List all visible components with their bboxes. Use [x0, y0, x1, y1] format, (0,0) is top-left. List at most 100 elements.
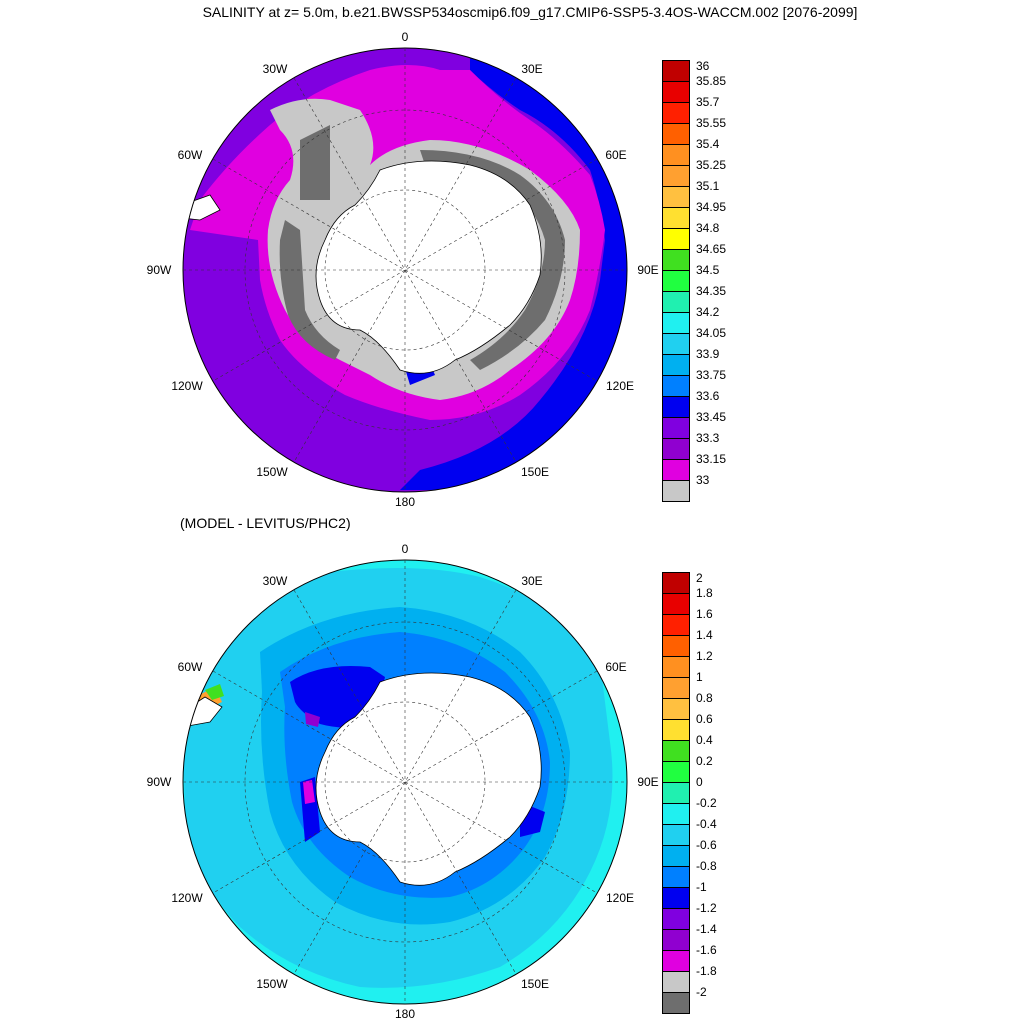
- lon-label-30w: 30W: [263, 62, 288, 76]
- colorbar-swatch: [662, 887, 690, 909]
- colorbar-swatch: [662, 992, 690, 1014]
- colorbar-swatch: [662, 396, 690, 418]
- lon-label-120w: 120W: [171, 891, 203, 905]
- colorbar-swatch: [662, 761, 690, 783]
- lon-label-150e: 150E: [521, 465, 549, 479]
- colorbar-label: -1.4: [696, 922, 717, 936]
- positive-anomaly-green: [205, 684, 224, 700]
- colorbar-label: 33.15: [696, 452, 727, 466]
- colorbar-swatch: [662, 908, 690, 930]
- colorbar-swatch: [662, 81, 690, 103]
- longitude-labels: 0 30E 60E 90E 120E 150E 180 150W 120W 90…: [147, 30, 659, 509]
- lon-label-0: 0: [402, 542, 409, 556]
- colorbar-label: 0.2: [696, 754, 713, 768]
- deep-blue-weddell: [290, 666, 545, 842]
- colorbar-swatch: [662, 824, 690, 846]
- colorbar-swatch: [662, 102, 690, 124]
- colorbar-swatch: [662, 719, 690, 741]
- south-america-tip: [183, 194, 221, 221]
- graticule: [183, 48, 627, 492]
- colorbar-label: 33: [696, 473, 710, 487]
- colorbar-swatch: [662, 207, 690, 229]
- lon-label-60w: 60W: [178, 660, 203, 674]
- longitude-labels-lower: 0 30E 60E 90E 120E 150E 180 150W 120W 90…: [147, 542, 659, 1021]
- colorbar-label: 35.7: [696, 95, 720, 109]
- colorbar-swatch: [662, 971, 690, 993]
- colorbar-label: -0.6: [696, 838, 717, 852]
- colorbar-swatch: [662, 677, 690, 699]
- colorbar-swatch: [662, 228, 690, 250]
- colorbar-label: 33.9: [696, 347, 720, 361]
- colorbar-label: 35.4: [696, 137, 720, 151]
- colorbar-label: 34.05: [696, 326, 727, 340]
- graticule-lower: [183, 560, 627, 1004]
- colorbar-swatch: [662, 950, 690, 972]
- colorbar-swatch: [662, 249, 690, 271]
- lon-label-150w: 150W: [256, 465, 288, 479]
- colorbar-label: 1.2: [696, 649, 713, 663]
- magenta-coastal-patch: [303, 780, 315, 804]
- colorbar-swatch: [662, 635, 690, 657]
- colorbar-label: 35.55: [696, 116, 727, 130]
- colorbar-label: -1.6: [696, 943, 717, 957]
- dark-grey-shelf-band: [279, 125, 565, 370]
- lon-label-120w: 120W: [171, 379, 203, 393]
- salinity-polar-map: 0 30E 60E 90E 120E 150E 180 150W 120W 90…: [147, 30, 659, 509]
- difference-subtitle: (MODEL - LEVITUS/PHC2): [180, 515, 351, 531]
- colorbar-label: 33.3: [696, 431, 720, 445]
- colorbar-swatch: [662, 866, 690, 888]
- colorbar-label: 34.65: [696, 242, 727, 256]
- colorbar-label: 0: [696, 775, 703, 789]
- colorbar-swatch: [662, 480, 690, 502]
- plot-title: SALINITY at z= 5.0m, b.e21.BWSSP534oscmi…: [202, 4, 858, 20]
- colorbar-swatch: [662, 375, 690, 397]
- colorbar-label: -0.2: [696, 796, 717, 810]
- lon-label-30w: 30W: [263, 574, 288, 588]
- colorbar-label: 34.5: [696, 263, 720, 277]
- colorbar-swatch: [662, 270, 690, 292]
- colorbar-label: 1.6: [696, 607, 713, 621]
- colorbar-swatch: [662, 572, 690, 594]
- colorbar-label: -1.2: [696, 901, 717, 915]
- lon-label-120e: 120E: [606, 891, 634, 905]
- colorbar-swatch: [662, 333, 690, 355]
- lon-label-90w: 90W: [147, 775, 172, 789]
- colorbar-swatch: [662, 614, 690, 636]
- lon-label-0: 0: [402, 30, 409, 44]
- colorbar-label: 1: [696, 670, 703, 684]
- lon-label-150w: 150W: [256, 977, 288, 991]
- colorbar-label: 36: [696, 59, 710, 73]
- colorbar-swatch: [662, 929, 690, 951]
- colorbar-label: 35.85: [696, 74, 727, 88]
- colorbar-label: -2: [696, 985, 707, 999]
- colorbar-swatch: [662, 845, 690, 867]
- colorbar-label: 35.25: [696, 158, 727, 172]
- colorbar-swatch: [662, 123, 690, 145]
- colorbar-swatch: [662, 144, 690, 166]
- colorbar-label: -1: [696, 880, 707, 894]
- colorbar-swatch: [662, 438, 690, 460]
- lon-label-60w: 60W: [178, 148, 203, 162]
- colorbar-label: 33.6: [696, 389, 720, 403]
- colorbar-label: 35.1: [696, 179, 720, 193]
- salinity-difference-polar-map: 0 30E 60E 90E 120E 150E 180 150W 120W 90…: [147, 542, 659, 1021]
- lon-label-30e: 30E: [521, 574, 542, 588]
- lon-label-90e: 90E: [637, 775, 658, 789]
- lon-label-150e: 150E: [521, 977, 549, 991]
- colorbar-label: 34.95: [696, 200, 727, 214]
- colorbar-label: 0.8: [696, 691, 713, 705]
- colorbar-label: 2: [696, 571, 703, 585]
- colorbar-label: -1.8: [696, 964, 717, 978]
- colorbar-swatch: [662, 593, 690, 615]
- colorbar-swatch: [662, 698, 690, 720]
- lon-label-90w: 90W: [147, 263, 172, 277]
- colorbar-swatch: [662, 782, 690, 804]
- colorbar-label: -0.4: [696, 817, 717, 831]
- colorbar-label: 34.8: [696, 221, 720, 235]
- colorbar-swatch: [662, 417, 690, 439]
- colorbar-swatch: [662, 312, 690, 334]
- colorbar-label: 1.4: [696, 628, 713, 642]
- colorbar-swatch: [662, 60, 690, 82]
- colorbar-label: 34.2: [696, 305, 720, 319]
- lon-label-180: 180: [395, 1007, 415, 1021]
